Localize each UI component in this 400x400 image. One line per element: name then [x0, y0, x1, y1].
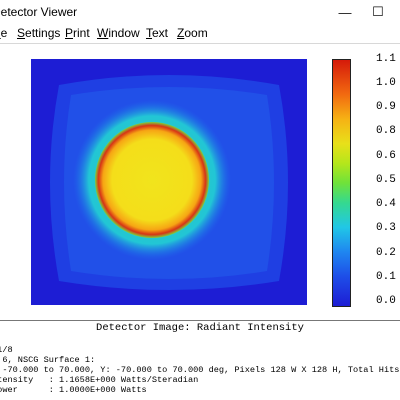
menu-file[interactable]: le: [0, 26, 8, 40]
window-title: Detector Viewer: [0, 5, 78, 19]
info-line: Power : 1.0000E+000 Watts: [0, 385, 147, 395]
colorbar-tick: 0.3: [376, 222, 396, 234]
menu-print[interactable]: Print: [65, 26, 90, 40]
detector-image-panel: 1.1 1.0 0.9 0.8 0.6 0.5 0.4 0.3 0.2 0.1 …: [0, 44, 400, 320]
detector-heatmap[interactable]: [31, 59, 307, 305]
colorbar-tick: 0.1: [376, 271, 396, 283]
heatmap-hotspot: [95, 122, 209, 238]
title-bar: Detector Viewer — ☐: [0, 0, 400, 25]
colorbar-tick: 0.4: [376, 198, 396, 210]
image-caption-bar: Detector Image: Radiant Intensity: [0, 320, 400, 336]
colorbar-tick: 1.1: [376, 53, 396, 65]
info-line: r 6, NSCG Surface 1:: [0, 355, 96, 365]
info-panel: 11/8 r 6, NSCG Surface 1: : -70.000 to 7…: [0, 335, 400, 400]
minimize-button[interactable]: —: [338, 4, 352, 20]
menu-text[interactable]: Text: [146, 26, 169, 40]
menu-zoom[interactable]: Zoom: [177, 26, 208, 40]
info-line: : -70.000 to 70.000, Y: -70.000 to 70.00…: [2, 365, 400, 375]
colorbar-tick-labels: 1.1 1.0 0.9 0.8 0.6 0.5 0.4 0.3 0.2 0.1 …: [376, 44, 400, 320]
menu-bar: le Settings Print Window Text Zoom: [0, 24, 400, 44]
menu-window[interactable]: Window: [97, 26, 140, 40]
info-line: 11/8: [0, 345, 13, 355]
info-line: ntensity : 1.1658E+000 Watts/Steradian: [0, 375, 199, 385]
colorbar-tick: 0.6: [376, 150, 396, 162]
heatmap-svg: [31, 59, 307, 305]
colorbar-tick: 1.0: [376, 77, 396, 89]
colorbar-tick: 0.5: [376, 174, 396, 186]
colorbar-tick: 0.9: [376, 101, 396, 113]
colorbar-gradient: [333, 60, 350, 306]
colorbar-tick: 0.2: [376, 247, 396, 259]
maximize-button[interactable]: ☐: [372, 4, 384, 19]
menu-settings[interactable]: Settings: [17, 26, 61, 40]
colorbar: [332, 59, 351, 307]
colorbar-tick: 0.8: [376, 125, 396, 137]
colorbar-tick: 0.0: [376, 295, 396, 307]
image-caption: Detector Image: Radiant Intensity: [96, 322, 304, 334]
